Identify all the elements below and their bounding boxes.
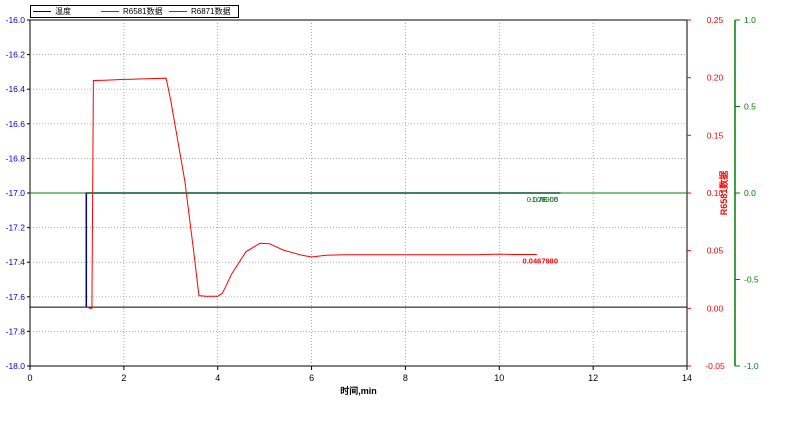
left-y-tick-label: -18.0 (6, 361, 26, 371)
right1-y-tick-label: 0.05 (707, 246, 724, 256)
legend-swatch-r6871 (169, 11, 187, 12)
series-r6871-end-label: 0.000000 (527, 195, 558, 204)
legend-swatch-temperature (33, 11, 51, 12)
right1-y-tick-label: 0.20 (707, 73, 724, 83)
right2-y-tick-label: -1.0 (744, 361, 759, 371)
right1-y-tick-label: 0.15 (707, 130, 724, 140)
left-y-tick-label: -17.4 (6, 257, 26, 267)
left-y-tick-label: -16.4 (6, 84, 26, 94)
x-tick-label: 8 (403, 373, 408, 383)
legend-label-r6871: R6871数据 (191, 7, 231, 16)
series-r6581-end-label: 0.0467980 (523, 256, 558, 265)
x-tick-label: 12 (588, 373, 598, 383)
right1-axis-label: R6581数据 (718, 171, 729, 216)
legend-swatch-r6581 (101, 11, 119, 12)
left-y-tick-label: -16.0 (6, 15, 26, 25)
x-axis-label: 时间,min (340, 385, 377, 396)
right2-y-tick-label: -0.5 (744, 275, 759, 285)
series-temperature-end-label: -1.7E-05 (529, 195, 558, 204)
left-y-tick-label: -17.2 (6, 223, 26, 233)
legend-label-temperature: 温度 (55, 7, 71, 16)
x-tick-label: 0 (27, 373, 32, 383)
x-tick-label: 4 (215, 373, 220, 383)
legend: 温度 R6581数据 R6871数据 (30, 5, 239, 18)
series-r6581 (88, 77, 537, 309)
left-y-tick-label: -16.2 (6, 50, 26, 60)
right1-y-tick-label: 0.00 (707, 303, 724, 313)
right2-y-tick-label: 0.0 (744, 188, 756, 198)
left-y-tick-label: -16.8 (6, 153, 26, 163)
left-y-tick-label: -17.6 (6, 292, 26, 302)
right1-y-tick-label: 0.25 (707, 15, 724, 25)
left-y-tick-label: -17.0 (6, 188, 26, 198)
legend-label-r6581: R6581数据 (123, 7, 163, 16)
left-y-tick-label: -17.8 (6, 326, 26, 336)
right1-y-tick-label: -0.05 (705, 361, 725, 371)
right2-y-tick-label: 0.5 (744, 102, 756, 112)
left-y-tick-label: -16.6 (6, 119, 26, 129)
right2-y-tick-label: 1.0 (744, 15, 756, 25)
x-tick-label: 10 (494, 373, 504, 383)
x-tick-label: 2 (121, 373, 126, 383)
x-tick-label: 6 (309, 373, 314, 383)
right1-y-tick-label: 0.10 (707, 188, 724, 198)
x-tick-label: 14 (682, 373, 692, 383)
